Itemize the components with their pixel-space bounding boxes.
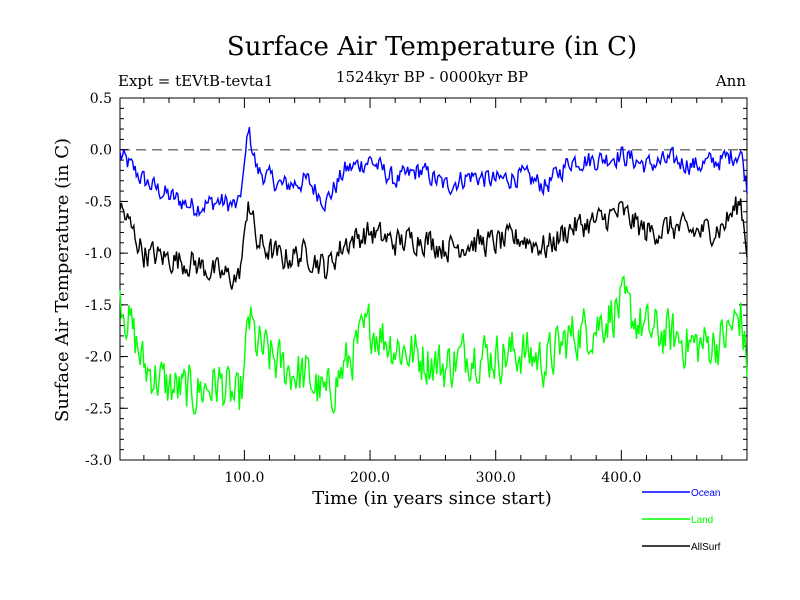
legend-label-allsurf: AllSurf	[691, 542, 721, 553]
legend-label-ocean: Ocean	[691, 488, 720, 499]
series-line-land	[119, 275, 748, 415]
y-tick-label: -3.0	[85, 453, 112, 469]
series-line-allsurf	[119, 196, 748, 290]
y-tick-label: 0.0	[90, 143, 112, 159]
x-tick-label: 400.0	[601, 470, 641, 486]
legend-label-land: Land	[691, 515, 713, 526]
y-tick-label: -2.0	[85, 350, 112, 366]
plot-frame	[119, 97, 748, 461]
x-tick-label: 200.0	[350, 470, 390, 486]
chart-subtitle-left: Expt = tEVtB-tevta1	[118, 72, 273, 90]
y-tick-label: -1.0	[85, 246, 112, 262]
series-lines	[119, 127, 748, 415]
y-tick-label: -0.5	[85, 194, 112, 210]
chart-subtitle-right: Ann	[715, 72, 746, 90]
y-axis-label: Surface Air Temperature (in C)	[52, 138, 73, 422]
y-tick-label: -1.5	[85, 298, 112, 314]
x-axis-label: Time (in years since start)	[312, 488, 552, 509]
series-line-ocean	[119, 127, 748, 218]
legend: Ocean Land AllSurf	[642, 488, 721, 553]
y-tick-label: 0.5	[90, 91, 112, 107]
y-tick-label: -2.5	[85, 401, 112, 417]
chart-subtitle-center: 1524kyr BP - 0000kyr BP	[336, 68, 528, 86]
axis-ticks: -3.0 -2.5 -2.0 -1.5 -1.0 -0.5 0.0 0.5 100.0 200.0…	[85, 91, 747, 486]
x-tick-label: 300.0	[476, 470, 516, 486]
chart-title: Surface Air Temperature (in C)	[227, 32, 637, 62]
x-tick-label: 100.0	[224, 470, 264, 486]
